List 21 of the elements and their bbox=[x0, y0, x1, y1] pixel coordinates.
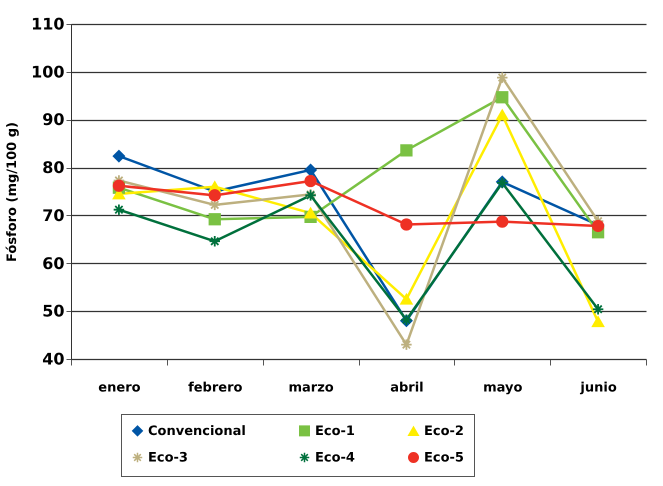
y-tick-label: 50 bbox=[42, 302, 64, 321]
legend-label: Eco-3 bbox=[148, 450, 188, 466]
x-tick-label: abril bbox=[390, 380, 424, 396]
y-tick-label: 90 bbox=[42, 110, 64, 130]
y-tick-label: 60 bbox=[42, 254, 64, 273]
x-tick-label: junio bbox=[579, 380, 617, 396]
legend-label: Eco-2 bbox=[424, 424, 464, 440]
y-tick-label: 110 bbox=[31, 14, 64, 34]
legend-label: Eco-5 bbox=[424, 450, 464, 466]
x-tick-label: mayo bbox=[483, 380, 522, 396]
y-tick-label: 80 bbox=[42, 158, 64, 178]
x-tick-label: marzo bbox=[288, 380, 334, 396]
x-tick-label: enero bbox=[98, 380, 141, 396]
y-axis-title: Fósforo (mg/100 g) bbox=[5, 122, 20, 262]
y-tick-label: 100 bbox=[31, 62, 64, 82]
legend-label: Convencional bbox=[148, 424, 246, 439]
y-tick-label: 70 bbox=[42, 206, 64, 225]
legend-label: Eco-4 bbox=[315, 450, 355, 466]
x-tick-label: febrero bbox=[188, 380, 242, 396]
y-tick-label: 40 bbox=[42, 350, 64, 368]
legend-label: Eco-1 bbox=[315, 424, 355, 439]
